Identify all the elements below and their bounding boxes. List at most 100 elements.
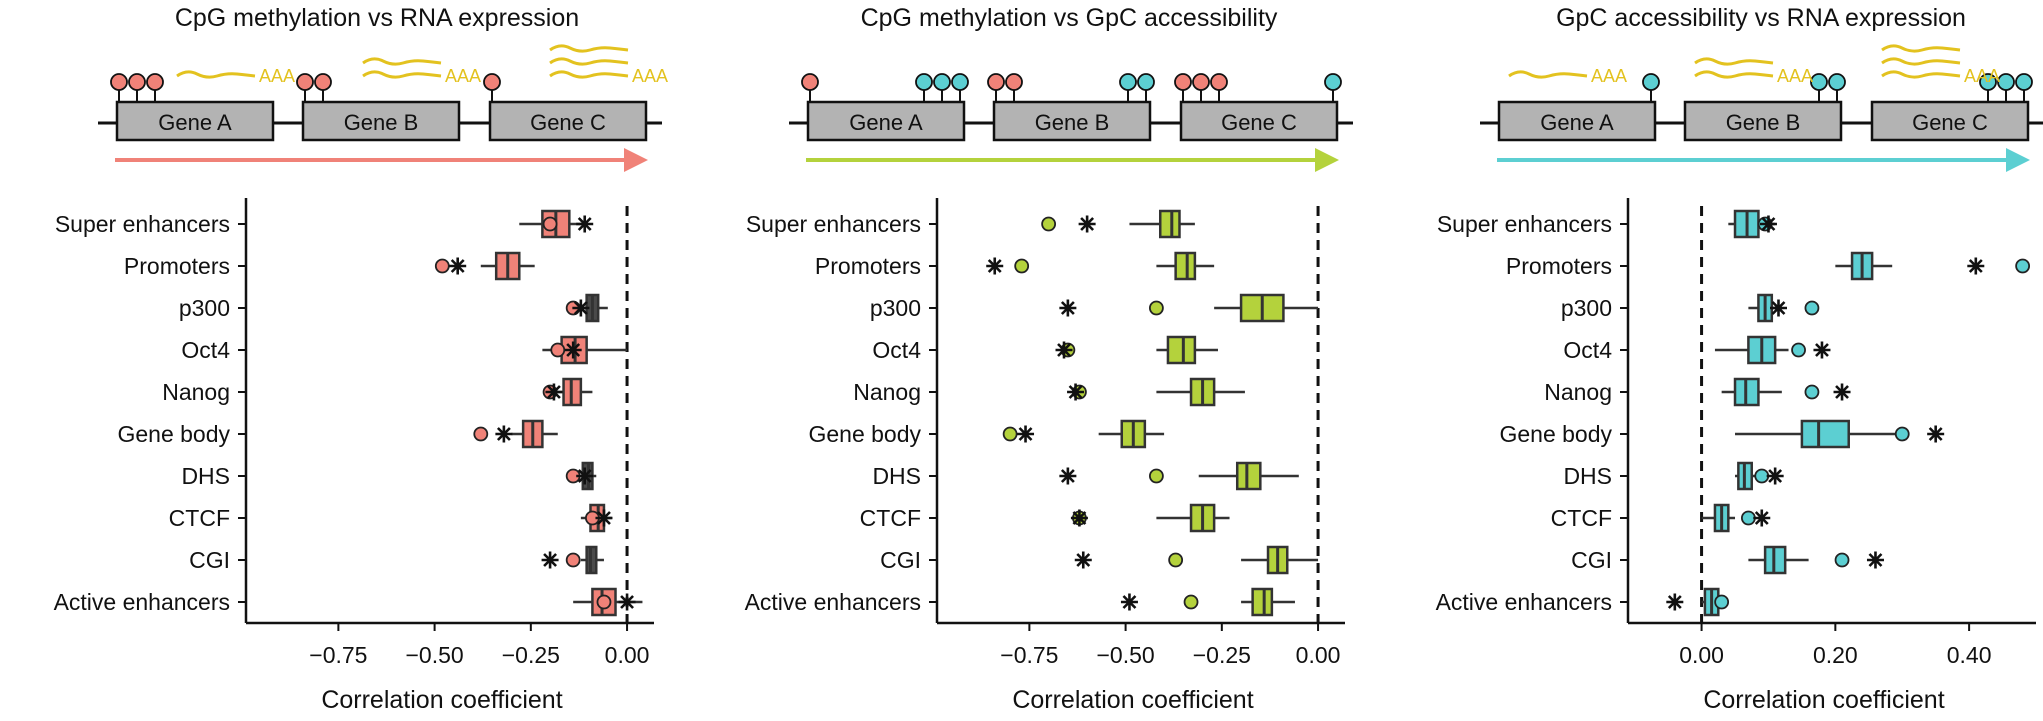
transcript-wave (549, 70, 629, 79)
circle-marker (1894, 426, 1910, 442)
circle-marker (1754, 468, 1770, 484)
panel-2: CpG methylation vs GpC accessibility Gen… (745, 4, 1353, 714)
category-label: DHS (181, 463, 230, 489)
category-label: DHS (1563, 463, 1612, 489)
methylation-pin (1979, 73, 1997, 91)
circle-marker (542, 216, 558, 232)
x-tick-label: 0.00 (1296, 642, 1341, 668)
star-marker (1070, 509, 1088, 527)
box (1174, 251, 1197, 281)
x-tick-label: −0.50 (406, 642, 464, 668)
panel-title: GpC accessibility vs RNA expression (1556, 4, 1966, 32)
gene-box (806, 100, 966, 142)
category-label: Promoters (815, 253, 921, 279)
gene-box (115, 100, 275, 142)
x-tick-label: −0.25 (502, 642, 560, 668)
boxplot: −0.75 −0.50 −0.25 0.00 Super enhancers Promot… (54, 198, 654, 668)
gene-label: Gene B (1726, 110, 1801, 135)
boxplot: 0.00 0.20 0.40 Super enhancers Promoters p300… (1436, 198, 2036, 668)
circle-marker (1804, 300, 1820, 316)
gene-diagram: Gene A Gene B Gene C AAA AAA AAA (1480, 44, 2043, 172)
category-label: Nanog (1544, 379, 1612, 405)
star-marker (1813, 341, 1831, 359)
category-label: p300 (1561, 295, 1612, 321)
circle-marker (1014, 258, 1030, 274)
direction-arrow-head (2006, 148, 2030, 172)
polya-label: AAA (632, 66, 668, 86)
circle-marker (1834, 552, 1850, 568)
polya-label: AAA (1964, 66, 2000, 86)
category-label: Nanog (162, 379, 230, 405)
category-label: CGI (1571, 547, 1612, 573)
methylation-pin (1119, 73, 1137, 91)
methylation-pin (1997, 73, 2015, 91)
star-marker (1067, 383, 1085, 401)
category-label: Super enhancers (1437, 211, 1612, 237)
gene-label: Gene A (158, 110, 232, 135)
star-marker (1833, 383, 1851, 401)
methylation-pin (1174, 73, 1192, 91)
x-tick-label: 0.00 (1679, 642, 1724, 668)
star-marker (1866, 551, 1884, 569)
x-tick-label: 0.20 (1813, 642, 1858, 668)
gene-label: Gene C (530, 110, 606, 135)
methylation-pin (296, 73, 314, 91)
methylation-pin (128, 73, 146, 91)
x-tick-label: −0.75 (1000, 642, 1058, 668)
star-marker (576, 467, 594, 485)
star-marker (541, 551, 559, 569)
gene-diagram: Gene A Gene B Gene C (789, 73, 1353, 172)
transcript-wave (1508, 70, 1588, 79)
category-label: Oct4 (1563, 337, 1612, 363)
category-label: Gene body (1499, 421, 1612, 447)
circle-marker (1002, 426, 1018, 442)
transcript-wave (362, 57, 442, 66)
box (1800, 419, 1850, 449)
panel-1: CpG methylation vs RNA expression Gene A… (54, 4, 668, 714)
transcript-wave (1881, 70, 1961, 79)
star-marker (545, 383, 563, 401)
methylation-pin (483, 73, 501, 91)
category-label: Gene body (808, 421, 921, 447)
panel-3: GpC accessibility vs RNA expression Gene… (1436, 4, 2043, 714)
box (1158, 209, 1181, 239)
methylation-pin (110, 73, 128, 91)
transcript-wave (1881, 57, 1961, 66)
gene-box (1870, 100, 2030, 142)
category-label: Active enhancers (1436, 589, 1612, 615)
methylation-pin (915, 73, 933, 91)
transcript-wave (549, 57, 629, 66)
gene-label: Gene B (1035, 110, 1110, 135)
star-marker (618, 593, 636, 611)
gene-label: Gene A (1540, 110, 1614, 135)
methylation-pin (1324, 73, 1342, 91)
methylation-pin (1828, 73, 1846, 91)
polya-label: AAA (445, 66, 481, 86)
methylation-pin (1192, 73, 1210, 91)
direction-arrow-head (1315, 148, 1339, 172)
star-marker (572, 299, 590, 317)
x-tick-label: −0.75 (309, 642, 367, 668)
methylation-pin (2015, 73, 2033, 91)
star-marker (576, 215, 594, 233)
circle-marker (596, 594, 612, 610)
star-marker (1078, 215, 1096, 233)
category-label: DHS (872, 463, 921, 489)
transcript-wave (1881, 44, 1961, 53)
polya-label: AAA (259, 66, 295, 86)
category-label: Active enhancers (54, 589, 230, 615)
circle-marker (1041, 216, 1057, 232)
category-label: Super enhancers (55, 211, 230, 237)
circle-marker (1183, 594, 1199, 610)
methylation-pin (951, 73, 969, 91)
polya-label: AAA (1591, 66, 1627, 86)
circle-marker (550, 342, 566, 358)
direction-arrow-head (624, 148, 648, 172)
star-marker (1759, 215, 1777, 233)
circle-marker (565, 552, 581, 568)
panel-title: CpG methylation vs GpC accessibility (861, 4, 1278, 32)
category-label: CTCF (860, 505, 921, 531)
circle-marker (473, 426, 489, 442)
transcript-wave (1694, 57, 1774, 66)
methylation-pin (987, 73, 1005, 91)
